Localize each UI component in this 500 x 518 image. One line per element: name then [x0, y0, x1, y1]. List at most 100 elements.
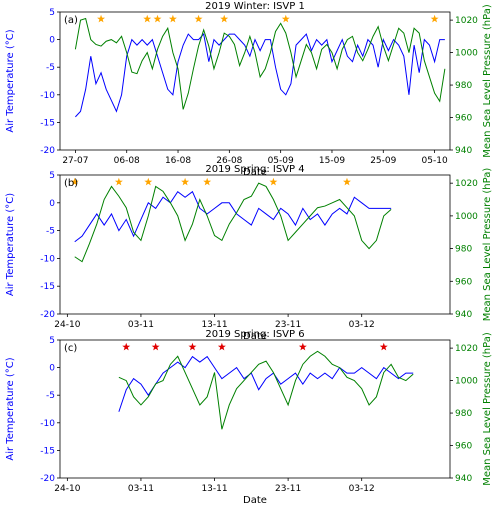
y2-axis-label: Mean Sea Level Pressure (hPa): [482, 4, 493, 158]
x-tick-label: 06-08: [114, 156, 140, 166]
event-star: [269, 177, 278, 186]
x-tick-label: 03-12: [349, 484, 375, 494]
y2-tick-label: 1020: [455, 344, 478, 354]
y2-tick-label: 940: [455, 310, 472, 320]
y-tick-label: 0: [49, 364, 55, 374]
y2-tick-label: 1020: [455, 16, 478, 26]
event-star: [298, 342, 307, 351]
event-star: [379, 342, 388, 351]
x-tick-label: 13-11: [201, 320, 227, 330]
x-tick-label: 03-11: [128, 320, 154, 330]
event-star: [168, 14, 177, 23]
y-tick-label: -5: [46, 227, 55, 237]
y-tick-label: -15: [40, 282, 55, 292]
event-star: [70, 177, 79, 186]
y-tick-label: -20: [40, 474, 55, 484]
event-star: [97, 14, 106, 23]
x-tick-label: 13-11: [201, 484, 227, 494]
event-star: [143, 14, 152, 23]
event-star: [281, 14, 290, 23]
y2-axis-label: Mean Sea Level Pressure (hPa): [482, 332, 493, 486]
y2-axis-label: Mean Sea Level Pressure (hPa): [482, 168, 493, 322]
y-tick-label: 5: [49, 336, 55, 346]
plot-frame: [59, 11, 451, 151]
y-tick-label: 5: [49, 8, 55, 18]
y-tick-label: -10: [40, 254, 55, 264]
y2-tick-label: 980: [455, 409, 472, 419]
event-star: [194, 14, 203, 23]
air-temperature-line: [118, 355, 414, 412]
sea-level-pressure-line: [118, 350, 414, 430]
y-tick-label: -15: [40, 118, 55, 128]
y2-tick-label: 1000: [455, 212, 478, 222]
y-tick-label: 0: [49, 199, 55, 209]
panel-label: (c): [64, 343, 77, 354]
y2-tick-label: 940: [455, 474, 472, 484]
y-axis-label: Air Temperature (°C): [5, 193, 16, 296]
panel-label: (a): [64, 15, 78, 26]
y-tick-label: 0: [49, 36, 55, 46]
y2-tick-label: 980: [455, 81, 472, 91]
y2-tick-label: 1020: [455, 179, 478, 189]
chart-panel-1: 2019 Winter: ISVP 1 (a) 27-07 06-08 16-08 26-…: [5, 1, 493, 178]
y-tick-label: -20: [40, 146, 55, 156]
x-tick-label: 16-08: [165, 156, 191, 166]
panel-label: (b): [64, 178, 78, 189]
event-star: [217, 342, 226, 351]
event-star: [114, 177, 123, 186]
event-star: [203, 177, 212, 186]
x-tick-label: 26-08: [216, 156, 242, 166]
x-tick-label: 24-10: [54, 484, 80, 494]
air-temperature-line: [74, 190, 392, 243]
chart-title: 2019 Winter: ISVP 1: [205, 1, 305, 12]
y2-tick-label: 960: [455, 442, 472, 452]
y2-tick-label: 960: [455, 114, 472, 124]
x-axis-label: Date: [243, 495, 267, 506]
event-star: [122, 342, 131, 351]
event-star: [188, 342, 197, 351]
y2-tick-label: 980: [455, 245, 472, 255]
sea-level-pressure-line: [74, 17, 446, 110]
event-star: [181, 177, 190, 186]
y2-tick-label: 940: [455, 146, 472, 156]
x-tick-label: 23-11: [275, 320, 301, 330]
y-tick-label: 5: [49, 171, 55, 181]
x-tick-label: 23-11: [275, 484, 301, 494]
plot-frame: [59, 174, 451, 315]
x-tick-label: 24-10: [54, 320, 80, 330]
plot-frame: [59, 339, 451, 479]
x-tick-label: 15-09: [319, 156, 345, 166]
air-temperature-line: [75, 33, 445, 118]
x-tick-label: 05-09: [268, 156, 294, 166]
x-tick-label: 25-09: [370, 156, 396, 166]
event-star: [430, 14, 439, 23]
chart-title: 2019 Spring: ISVP 4: [205, 164, 304, 175]
x-axis-label: Date: [243, 167, 267, 178]
x-tick-label: 03-12: [349, 320, 375, 330]
y-tick-label: -5: [46, 63, 55, 73]
event-star: [220, 14, 229, 23]
x-tick-label: 05-10: [422, 156, 448, 166]
y-tick-label: -20: [40, 310, 55, 320]
event-star: [342, 177, 351, 186]
y-tick-label: -5: [46, 391, 55, 401]
y-axis-label: Air Temperature (°C): [5, 29, 16, 132]
y-tick-label: -10: [40, 91, 55, 101]
y-tick-label: -15: [40, 446, 55, 456]
chart-title: 2019 Spring: ISVP 6: [205, 329, 304, 340]
chart-panel-3: 2019 Spring: ISVP 6 (c) 24-10 03-11 13-11 23-…: [5, 329, 493, 506]
sea-level-pressure-line: [74, 182, 392, 263]
x-tick-label: 27-07: [62, 156, 88, 166]
x-tick-label: 03-11: [128, 484, 154, 494]
x-axis-label: Date: [243, 331, 267, 342]
y2-tick-label: 960: [455, 277, 472, 287]
event-star: [144, 177, 153, 186]
chart-panel-2: 2019 Spring: ISVP 4 (b) 24-10 03-11 13-11 23-…: [5, 164, 493, 342]
event-star: [153, 14, 162, 23]
y2-tick-label: 1000: [455, 377, 478, 387]
y-tick-label: -10: [40, 419, 55, 429]
event-star: [151, 342, 160, 351]
y-axis-label: Air Temperature (°C): [5, 357, 16, 460]
y2-tick-label: 1000: [455, 49, 478, 59]
